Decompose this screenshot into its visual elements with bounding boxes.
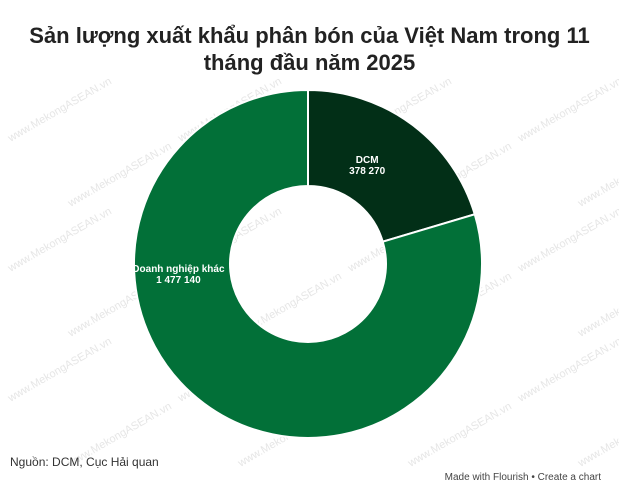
watermark: www.MekongASEAN.vn (5, 335, 114, 405)
watermark: www.MekongASEAN.vn (575, 140, 619, 210)
source-note: Nguồn: DCM, Cục Hải quan (10, 455, 159, 469)
watermark: www.MekongASEAN.vn (515, 335, 619, 405)
watermark: www.MekongASEAN.vn (5, 75, 114, 145)
footer-link[interactable]: Made with Flourish • Create a chart (444, 472, 601, 483)
value-label: 1 477 140 (156, 275, 201, 286)
slice-label: DCM (356, 155, 379, 166)
watermark: www.MekongASEAN.vn (515, 205, 619, 275)
donut-slice (307, 88, 476, 243)
watermark: www.MekongASEAN.vn (405, 400, 514, 470)
watermark: www.MekongASEAN.vn (575, 400, 619, 470)
value-label: 378 270 (349, 166, 386, 177)
watermark: www.MekongASEAN.vn (515, 75, 619, 145)
watermark: www.MekongASEAN.vn (575, 270, 619, 340)
donut-slice (133, 88, 483, 439)
chart-title: Sản lượng xuất khẩu phân bón của Việt Na… (29, 23, 590, 75)
watermark: www.MekongASEAN.vn (5, 205, 114, 275)
slice-label: Doanh nghiệp khác (132, 264, 225, 275)
